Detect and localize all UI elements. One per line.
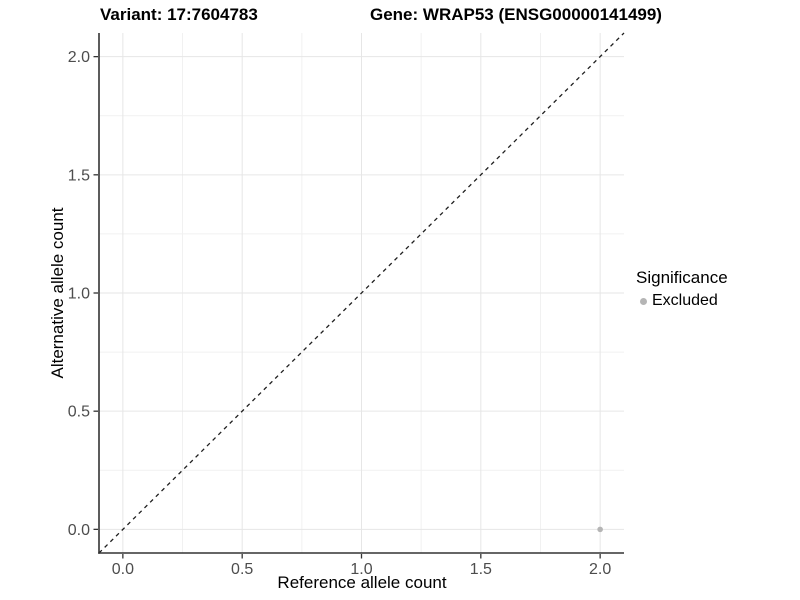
x-tick-label: 2.0 — [589, 561, 611, 578]
x-tick-label: 1.0 — [350, 561, 372, 578]
y-axis-label: Alternative allele count — [48, 207, 67, 379]
legend-title: Significance — [636, 268, 728, 287]
legend-item-label: Excluded — [652, 292, 718, 309]
x-tick-label: 0.5 — [231, 561, 253, 578]
y-tick-label: 1.5 — [68, 167, 90, 184]
y-tick-label: 0.5 — [68, 404, 90, 421]
identity-reference-line — [98, 32, 625, 554]
x-tick-label: 0.0 — [112, 561, 134, 578]
x-tick-label: 1.5 — [470, 561, 492, 578]
y-tick-label: 0.0 — [68, 522, 90, 539]
x-axis-label: Reference allele count — [277, 573, 447, 592]
data-point — [597, 526, 603, 533]
y-tick-label: 2.0 — [68, 49, 90, 66]
plot-title-variant: Variant: 17:7604783 — [100, 5, 258, 24]
excluded-point-marker-icon — [640, 297, 647, 305]
y-tick-label: 1.0 — [68, 286, 90, 303]
plot-title-gene: Gene: WRAP53 (ENSG00000141499) — [370, 5, 662, 24]
legend-item-excluded: Excluded — [636, 292, 728, 310]
legend: Significance Excluded — [636, 268, 728, 310]
